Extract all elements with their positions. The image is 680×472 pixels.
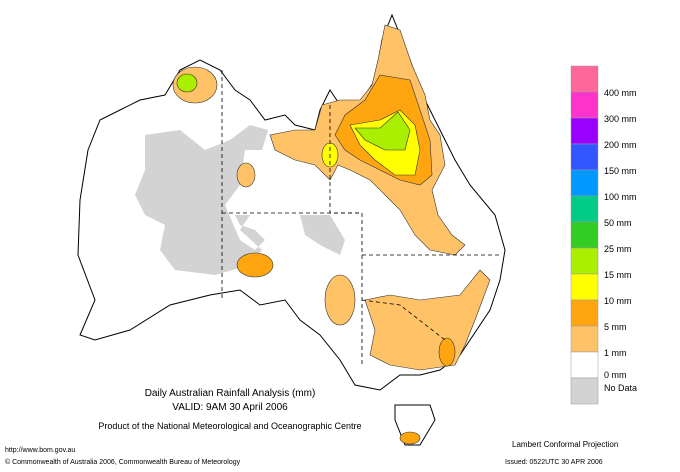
product: Product of the National Meteorological a… xyxy=(98,421,361,431)
legend-swatch xyxy=(570,91,599,119)
rain-vic xyxy=(438,337,456,367)
legend-swatch xyxy=(570,325,599,353)
rain-sa xyxy=(324,274,356,326)
copyright: © Commonwealth of Australia 2006, Common… xyxy=(5,458,241,466)
legend-swatch xyxy=(570,351,599,379)
legend-swatch xyxy=(570,117,599,145)
url: http://www.bom.gov.au xyxy=(5,447,75,454)
issued: Issued: 0522UTC 30 APR 2006 xyxy=(505,459,603,466)
valid-date: VALID: 9AM 30 April 2006 xyxy=(172,402,288,413)
vic-border xyxy=(361,299,446,341)
legend-swatch xyxy=(570,221,599,249)
qld-border xyxy=(329,105,500,256)
legend-label: 400 mm xyxy=(604,88,637,98)
legend-label: No Data xyxy=(604,383,637,393)
projection: Lambert Conformal Projection xyxy=(512,440,618,449)
rain-25mm xyxy=(354,111,411,151)
rain-wa xyxy=(236,252,274,278)
rain-nt xyxy=(236,162,256,188)
legend: 400 mm 300 mm 200 mm 150 mm 100 mm 50 mm 25 mm… xyxy=(570,65,637,405)
legend-label: 300 mm xyxy=(604,114,637,124)
legend-swatch xyxy=(570,247,599,275)
legend-label: 100 mm xyxy=(604,192,637,202)
no-data-area xyxy=(135,125,345,275)
legend-swatch xyxy=(570,377,599,405)
legend-swatch xyxy=(570,143,599,171)
legend-label: 10 mm xyxy=(604,296,632,306)
legend-label: 200 mm xyxy=(604,140,637,150)
legend-swatch xyxy=(570,195,599,223)
legend-label: 5 mm xyxy=(604,322,627,332)
rain-nw-core xyxy=(176,73,198,93)
rainfall-areas xyxy=(172,24,491,445)
legend-label: 150 mm xyxy=(604,166,637,176)
legend-label: 1 mm xyxy=(604,348,627,358)
legend-swatch xyxy=(570,169,599,197)
state-borders xyxy=(221,70,500,365)
legend-swatch xyxy=(570,299,599,327)
legend-swatch xyxy=(570,65,599,93)
legend-label: 15 mm xyxy=(604,270,632,280)
legend-label: 25 mm xyxy=(604,244,632,254)
legend-swatch xyxy=(570,273,599,301)
rain-se xyxy=(364,269,491,371)
legend-label: 0 mm xyxy=(604,370,627,380)
rain-tas xyxy=(399,431,421,445)
legend-label: 50 mm xyxy=(604,218,632,228)
title: Daily Australian Rainfall Analysis (mm) xyxy=(145,388,316,399)
